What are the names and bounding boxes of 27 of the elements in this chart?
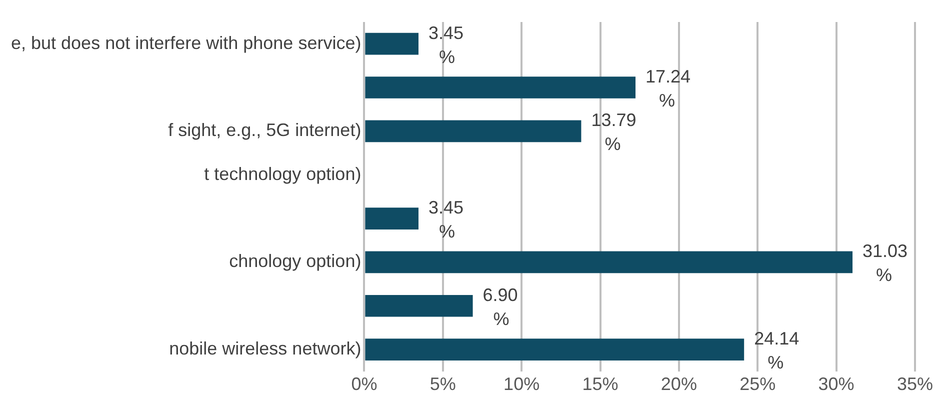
- x-tick-label: 35%: [896, 374, 933, 394]
- data-label: 3.45%: [428, 198, 464, 242]
- data-label: 24.14%: [754, 328, 800, 373]
- y-tick-label: e, but does not interfere with phone service): [10, 32, 362, 53]
- y-tick-label: chnology option): [229, 251, 362, 272]
- y-tick-label: nobile wireless network): [169, 338, 362, 359]
- bar: [365, 338, 744, 360]
- x-tick-label: 30%: [818, 374, 854, 394]
- bar: [365, 32, 418, 55]
- bar: [365, 120, 582, 142]
- bar: [365, 294, 473, 317]
- bar: [365, 76, 636, 98]
- y-tick-label: f sight, e.g., 5G internet): [168, 120, 362, 140]
- data-label: 6.90%: [482, 284, 518, 329]
- data-label: 13.79%: [591, 110, 636, 154]
- x-tick-label: 0%: [351, 374, 378, 394]
- bar: [365, 208, 418, 230]
- x-tick-label: 20%: [660, 374, 697, 394]
- x-tick-label: 5%: [430, 374, 456, 394]
- bar: [365, 251, 853, 274]
- x-tick-label: 25%: [740, 374, 776, 394]
- y-tick-label: t technology option): [204, 164, 362, 184]
- data-label: 17.24%: [646, 66, 691, 110]
- x-tick-label: 10%: [504, 374, 540, 394]
- x-tick-label: 15%: [582, 374, 618, 394]
- data-label: 3.45%: [428, 22, 464, 67]
- data-label: 31.03%: [862, 241, 908, 286]
